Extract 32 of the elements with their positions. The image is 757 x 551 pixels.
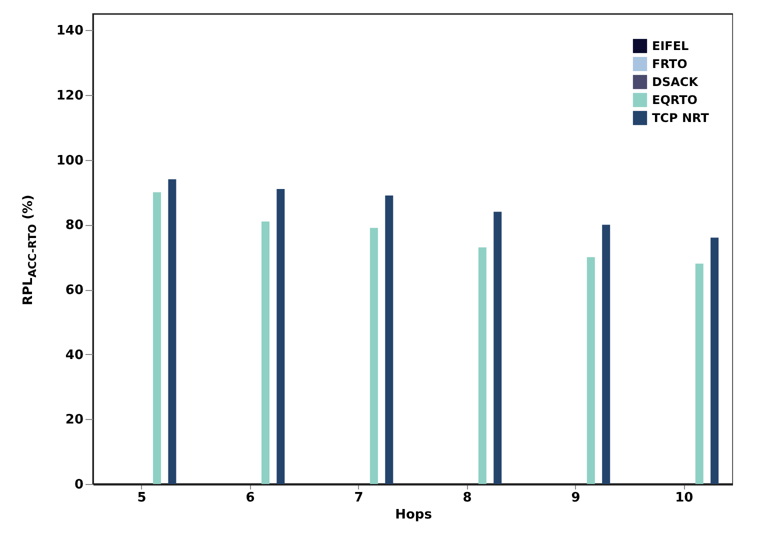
bar: [710, 238, 719, 484]
bar: [276, 189, 285, 484]
bar: [168, 179, 176, 484]
legend-label: EQRTO: [652, 93, 698, 107]
bar: [586, 257, 595, 484]
legend-label: DSACK: [652, 75, 699, 89]
bar: [602, 224, 610, 484]
legend-label: FRTO: [652, 57, 688, 71]
bar: [695, 264, 704, 484]
y-tick-label: 80: [65, 218, 84, 234]
x-tick-label: 9: [571, 490, 580, 506]
bar: [153, 192, 161, 484]
x-tick-label: 10: [675, 490, 694, 506]
legend-label: EIFEL: [652, 39, 690, 53]
y-tick-label: 100: [56, 153, 84, 168]
y-tick-label: 40: [65, 348, 84, 363]
bar: [370, 228, 378, 484]
y-tick-label: 120: [56, 88, 84, 104]
bar: [478, 247, 486, 484]
y-tick-label: 60: [65, 283, 84, 298]
bar: [261, 221, 270, 484]
x-tick-label: 7: [354, 490, 364, 506]
y-tick-label: 20: [65, 412, 84, 428]
legend-label: TCP NRT: [652, 111, 710, 125]
y-tick-label: 140: [56, 24, 84, 39]
y-tick-label: 0: [74, 478, 84, 492]
bar: [385, 196, 394, 484]
x-tick-label: 6: [246, 490, 255, 506]
x-tick-label: 8: [462, 490, 472, 506]
x-axis-title: Hops: [395, 508, 432, 522]
bar: [494, 212, 502, 484]
x-tick-label: 5: [137, 490, 146, 506]
